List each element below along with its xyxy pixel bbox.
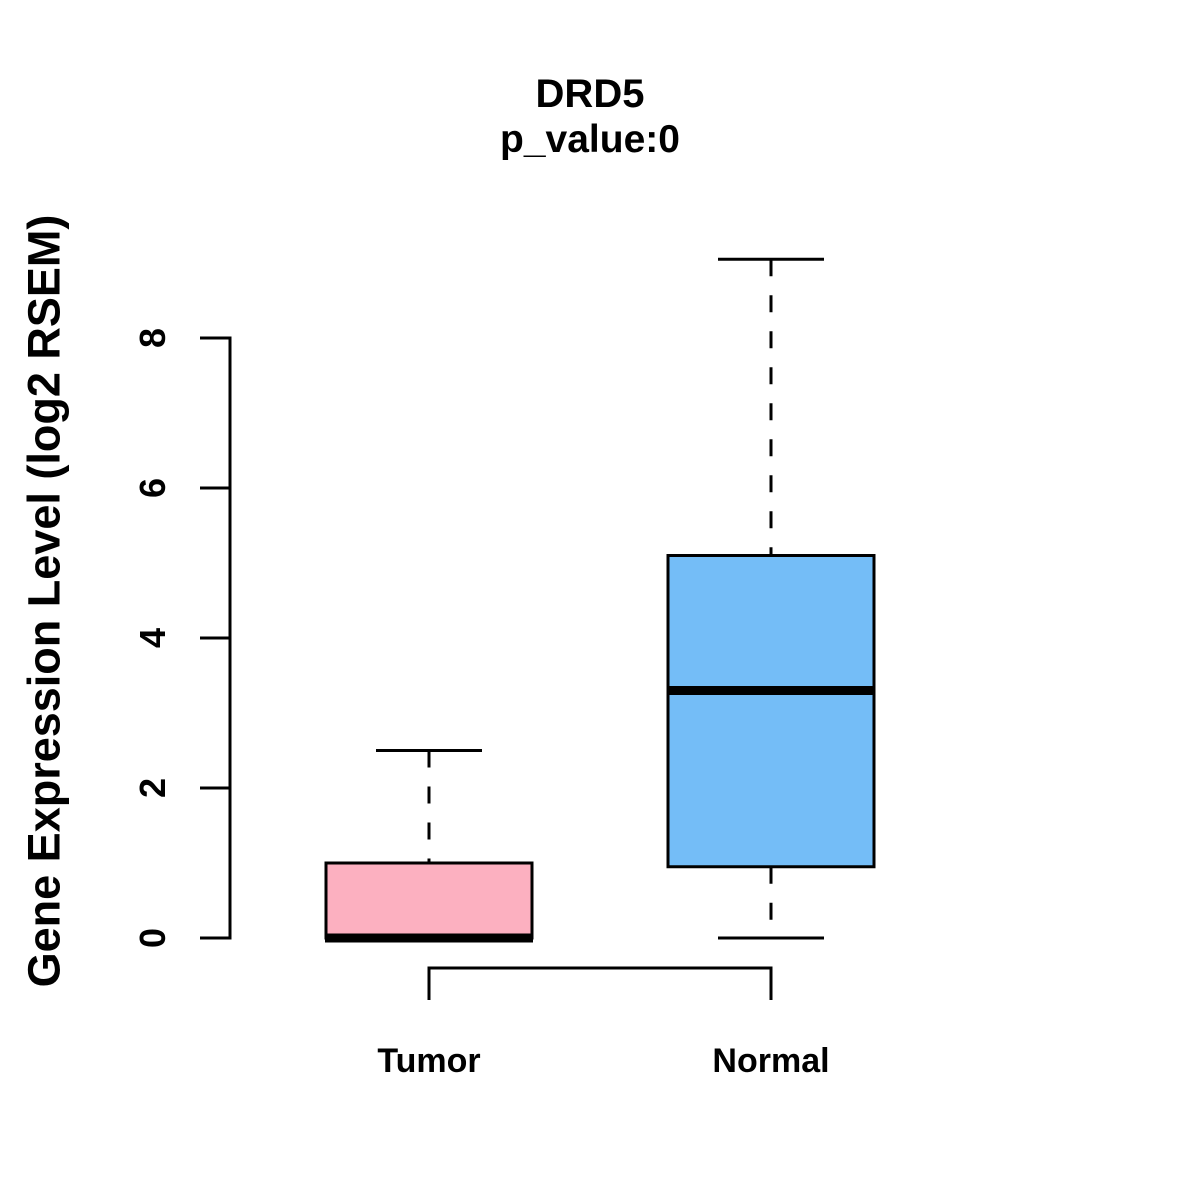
y-tick-label: 0 (132, 928, 173, 948)
y-tick-label: 6 (132, 478, 173, 498)
y-tick-label: 2 (132, 778, 173, 798)
chart-subtitle: p_value:0 (500, 118, 680, 161)
x-category-label-normal: Normal (712, 1042, 829, 1080)
y-tick-label: 4 (132, 628, 173, 648)
significance-bracket (427, 966, 773, 1000)
x-category-label-tumor: Tumor (377, 1042, 480, 1080)
y-tick-label: 8 (132, 328, 173, 348)
tumor-box (324, 861, 534, 940)
y-axis-title: Gene Expression Level (log2 RSEM) (18, 214, 70, 988)
chart-title: DRD5 (535, 72, 645, 116)
normal-box (666, 554, 876, 869)
